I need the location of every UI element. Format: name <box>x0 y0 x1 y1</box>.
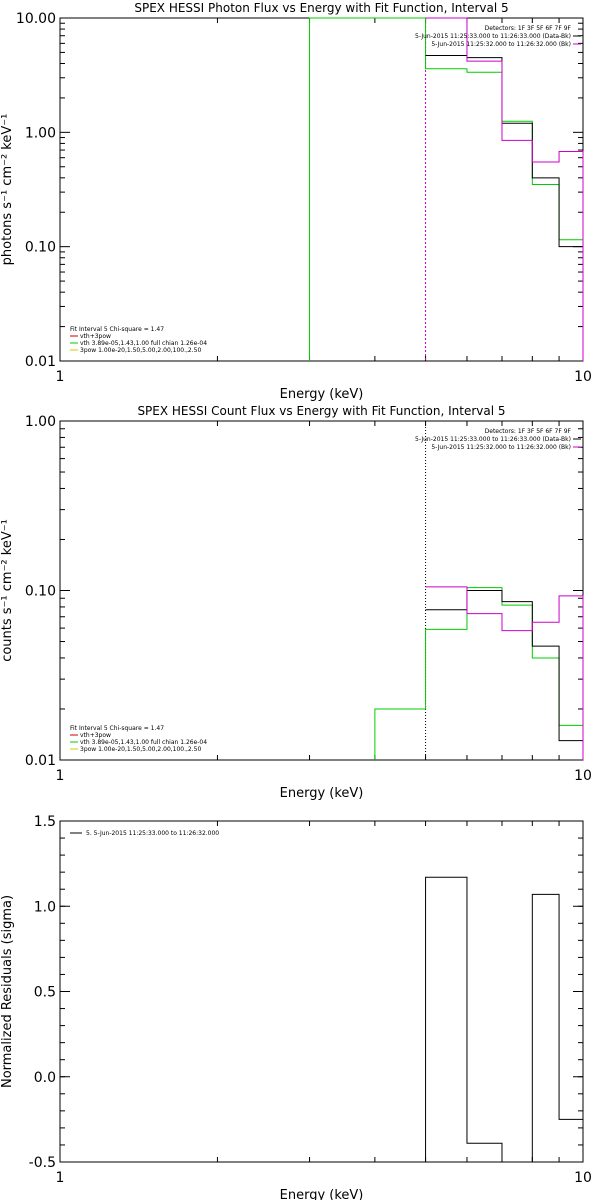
x-axis-label: Energy (keV) <box>280 387 364 402</box>
y-axis-label: Normalized Residuals (sigma) <box>0 895 15 1088</box>
chart-title: SPEX HESSI Count Flux vs Energy with Fit… <box>137 404 505 418</box>
y-tick-label: 1.0 <box>34 899 56 915</box>
chart-title: SPEX HESSI Photon Flux vs Energy with Fi… <box>134 1 508 15</box>
x-tick-label: 10 <box>574 768 592 784</box>
legend-entry: 3pow 1.00e-20,1.50,5.00,2.00,100.,2.50 <box>80 347 201 354</box>
y-tick-label: 1.00 <box>25 414 56 430</box>
legend-entry: 5. 5-Jun-2015 11:25:33.000 to 11:26:32.0… <box>86 830 219 837</box>
photon-flux-panel: SPEX HESSI Photon Flux vs Energy with Fi… <box>0 1 592 402</box>
legend-entry: 5-Jun-2015 11:25:32.000 to 11:26:32.000 … <box>431 41 571 48</box>
legend-entry: 5-Jun-2015 11:25:32.000 to 11:26:32.000 … <box>431 444 571 451</box>
y-tick-label: 0.5 <box>34 985 56 1001</box>
y-tick-label: 0.10 <box>25 240 56 256</box>
x-tick-label: 10 <box>574 1170 592 1186</box>
x-tick-label: 1 <box>56 768 65 784</box>
legend-entry: vth+3pow <box>80 732 111 739</box>
plot-frame <box>59 420 584 761</box>
legend-entry: vth 3.89e-05,1.43,1.00 full chian 1.26e-… <box>80 739 207 746</box>
legend-header: Fit Interval 5 Chi-square = 1.47 <box>70 326 164 333</box>
histogram-series-bk <box>425 586 584 760</box>
plot-frame <box>59 820 584 1163</box>
x-axis-label: Energy (keV) <box>280 1188 364 1200</box>
y-axis-label: photons s⁻¹ cm⁻² keV⁻¹ <box>0 114 15 266</box>
legend-entry: vth 3.89e-05,1.43,1.00 full chian 1.26e-… <box>80 340 207 347</box>
legend-entry: 3pow 1.00e-20,1.50,5.00,2.00,100.,2.50 <box>80 746 201 753</box>
y-tick-label: 0.01 <box>25 354 56 370</box>
x-tick-label: 10 <box>574 369 592 385</box>
histogram-series-fit <box>309 17 584 361</box>
legend-header: Detectors: 1F 3F 5F 6F 7F 9F <box>485 428 572 435</box>
y-tick-label: -0.5 <box>29 1155 56 1171</box>
y-tick-label: 0.0 <box>34 1070 56 1086</box>
y-tick-label: 1.5 <box>34 814 56 830</box>
histogram-series-bk <box>425 17 584 361</box>
y-tick-label: 1.00 <box>25 125 56 141</box>
y-tick-label: 10.00 <box>16 11 56 27</box>
legend-header: Detectors: 1F 3F 5F 6F 7F 9F <box>485 25 572 32</box>
y-tick-label: 0.01 <box>25 753 56 769</box>
legend-header: Fit Interval 5 Chi-square = 1.47 <box>70 725 164 732</box>
y-tick-label: 0.10 <box>25 584 56 600</box>
y-axis-label: counts s⁻¹ cm⁻² keV⁻¹ <box>0 519 15 662</box>
count-flux-panel: SPEX HESSI Count Flux vs Energy with Fit… <box>0 404 592 801</box>
legend-entry: 5-Jun-2015 11:25:33.000 to 11:26:33.000 … <box>415 33 571 40</box>
histogram-series-obs <box>425 54 584 361</box>
plot-frame <box>59 17 584 362</box>
x-axis-label: Energy (keV) <box>280 786 364 801</box>
residuals-panel: Energy (keV) Normalized Residuals (sigma)… <box>0 814 592 1200</box>
histogram-series-obs <box>425 876 584 1163</box>
x-tick-label: 1 <box>56 1170 65 1186</box>
legend-entry: vth+3pow <box>80 333 111 340</box>
legend-entry: 5-Jun-2015 11:25:33.000 to 11:26:33.000 … <box>415 436 571 443</box>
x-tick-label: 1 <box>56 369 65 385</box>
